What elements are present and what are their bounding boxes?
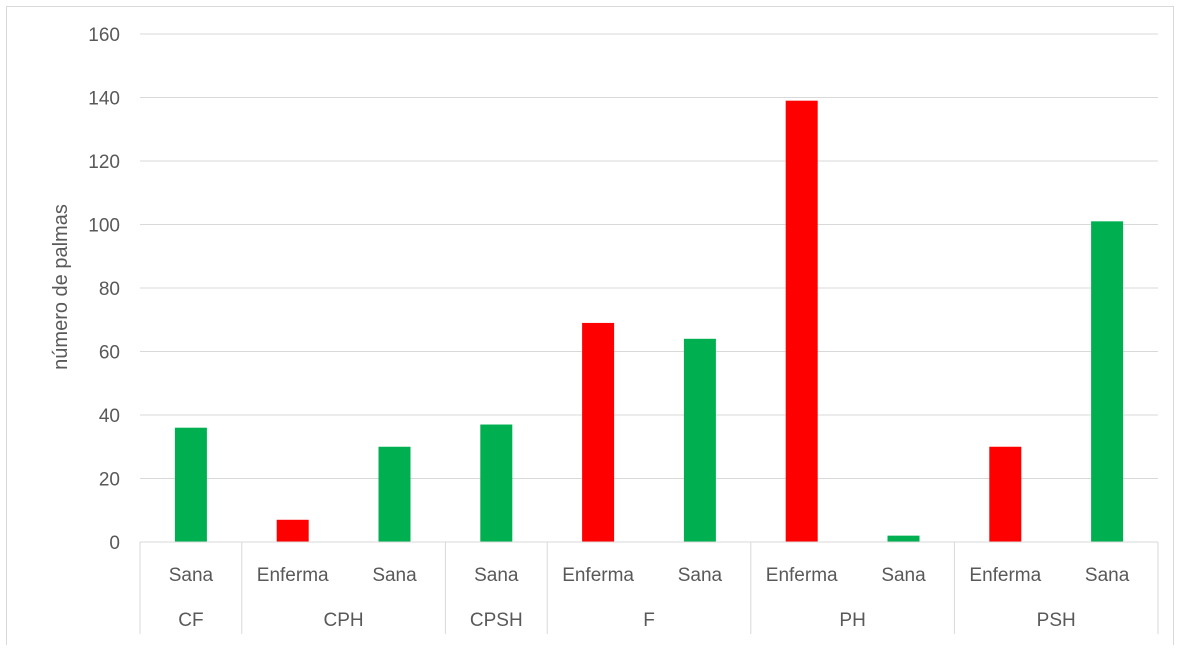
- bar-f-sana: [683, 338, 716, 542]
- bar-cph-enferma: [276, 519, 309, 542]
- x-sub-label: Enferma: [257, 565, 329, 586]
- x-sub-label: Enferma: [562, 565, 634, 586]
- y-tick-label: 80: [99, 279, 120, 300]
- y-tick-label: 20: [99, 470, 120, 491]
- y-tick-label: 160: [88, 25, 120, 46]
- x-sub-label: Sana: [881, 565, 926, 586]
- y-tick-label: 120: [88, 152, 120, 173]
- y-tick-label: 100: [88, 216, 120, 237]
- x-sub-label: Sana: [474, 565, 519, 586]
- bar-psh-sana: [1091, 221, 1124, 542]
- x-group-label: CPH: [324, 610, 364, 631]
- bar-cph-sana: [378, 446, 411, 542]
- bar-cpsh-sana: [480, 424, 513, 542]
- x-group-label: F: [643, 610, 655, 631]
- bar-psh-enferma: [989, 446, 1022, 542]
- x-axis: Sana CF Enferma Sana CPH Sana CPSH Enferma Sana F…: [139, 541, 1159, 634]
- x-group-label: CF: [178, 610, 203, 631]
- x-sub-label: Sana: [1085, 565, 1130, 586]
- bar-ph-enferma: [785, 100, 818, 543]
- x-group-label: PH: [839, 610, 865, 631]
- bars: [174, 100, 1124, 543]
- x-group-label: CPSH: [470, 610, 523, 631]
- y-axis-ticks: 0 20 40 60 80 100 120 140 160: [88, 25, 120, 554]
- y-tick-label: 140: [88, 89, 120, 110]
- x-group-label: PSH: [1037, 610, 1076, 631]
- y-tick-label: 40: [99, 406, 120, 427]
- bar-ph-sana: [887, 535, 920, 542]
- y-tick-label: 60: [99, 343, 120, 364]
- x-sub-label: Sana: [678, 565, 723, 586]
- y-axis-label: número de palmas: [50, 204, 72, 370]
- x-sub-label: Enferma: [766, 565, 838, 586]
- y-tick-label: 0: [109, 533, 120, 554]
- x-sub-label: Enferma: [969, 565, 1041, 586]
- x-sub-label: Sana: [372, 565, 417, 586]
- x-sub-label: Sana: [169, 565, 214, 586]
- bar-f-enferma: [582, 322, 615, 542]
- bar-cf-sana: [174, 427, 207, 542]
